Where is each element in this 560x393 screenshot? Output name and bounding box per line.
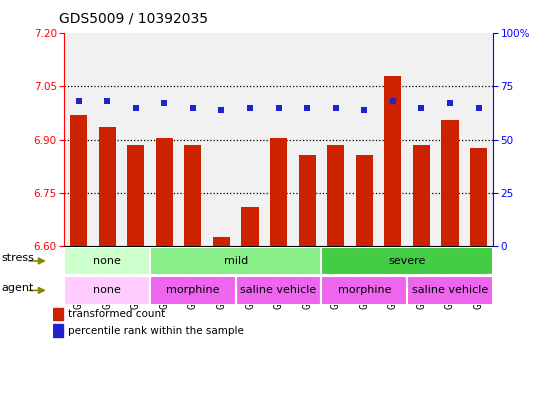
- Bar: [264, 33, 293, 246]
- Point: [131, 105, 140, 111]
- Bar: [70, 115, 87, 246]
- Point: [103, 98, 112, 105]
- Point: [245, 105, 254, 111]
- Bar: [356, 155, 373, 246]
- Bar: [64, 276, 150, 305]
- Text: morphine: morphine: [338, 285, 391, 296]
- Bar: [64, 33, 93, 246]
- Bar: [64, 247, 150, 275]
- Bar: [436, 33, 464, 246]
- Point: [160, 100, 169, 107]
- Text: morphine: morphine: [166, 285, 220, 296]
- Text: none: none: [94, 285, 121, 296]
- Bar: [327, 145, 344, 246]
- Point: [446, 100, 455, 107]
- Bar: [150, 276, 236, 305]
- Text: none: none: [94, 256, 121, 266]
- Text: agent: agent: [1, 283, 34, 293]
- Bar: [179, 33, 207, 246]
- Bar: [407, 33, 436, 246]
- Point: [331, 105, 340, 111]
- Text: transformed count: transformed count: [68, 309, 166, 319]
- Bar: [321, 247, 493, 275]
- Bar: [293, 33, 321, 246]
- Point: [474, 105, 483, 111]
- Text: GDS5009 / 10392035: GDS5009 / 10392035: [59, 12, 208, 26]
- Bar: [413, 145, 430, 246]
- Text: percentile rank within the sample: percentile rank within the sample: [68, 326, 244, 336]
- Bar: [53, 325, 63, 337]
- Point: [302, 105, 311, 111]
- Point: [274, 105, 283, 111]
- Point: [188, 105, 198, 111]
- Bar: [350, 33, 379, 246]
- Bar: [241, 207, 259, 246]
- Bar: [150, 247, 321, 275]
- Bar: [464, 33, 493, 246]
- Bar: [156, 138, 173, 246]
- Bar: [407, 276, 493, 305]
- Bar: [93, 33, 122, 246]
- Point: [74, 98, 83, 105]
- Bar: [298, 155, 316, 246]
- Bar: [122, 33, 150, 246]
- Bar: [321, 276, 407, 305]
- Bar: [379, 33, 407, 246]
- Bar: [213, 237, 230, 246]
- Bar: [207, 33, 236, 246]
- Point: [217, 107, 226, 113]
- Bar: [384, 76, 402, 246]
- Bar: [99, 127, 116, 246]
- Text: saline vehicle: saline vehicle: [240, 285, 317, 296]
- Text: mild: mild: [223, 256, 248, 266]
- Bar: [236, 276, 321, 305]
- Bar: [321, 33, 350, 246]
- Point: [388, 98, 397, 105]
- Point: [360, 107, 368, 113]
- Bar: [184, 145, 202, 246]
- Point: [417, 105, 426, 111]
- Text: stress: stress: [1, 253, 34, 263]
- Bar: [53, 308, 63, 320]
- Bar: [127, 145, 144, 246]
- Bar: [150, 33, 179, 246]
- Bar: [270, 138, 287, 246]
- Text: severe: severe: [389, 256, 426, 266]
- Bar: [441, 120, 459, 246]
- Bar: [236, 33, 264, 246]
- Bar: [470, 148, 487, 246]
- Text: saline vehicle: saline vehicle: [412, 285, 488, 296]
